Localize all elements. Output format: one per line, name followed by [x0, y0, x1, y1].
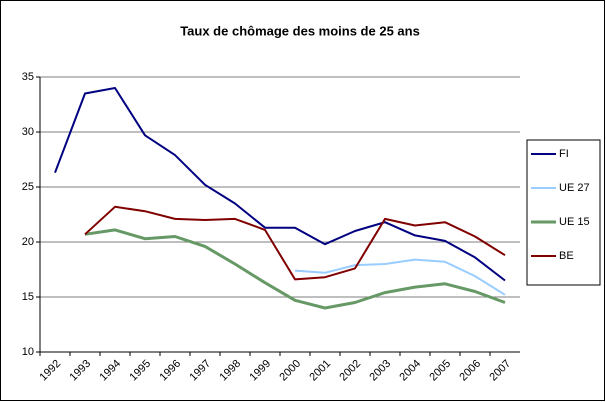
y-tick-label: 20	[22, 236, 34, 248]
series-line	[84, 205, 506, 281]
series-line	[84, 228, 506, 310]
chart-title: Taux de chômage des moins de 25 ans	[180, 23, 420, 38]
y-tick-label: 25	[22, 181, 34, 193]
legend-box	[526, 139, 601, 286]
y-tick-label: 10	[22, 346, 34, 358]
legend-label: UE 15	[559, 216, 590, 228]
y-tick-label: 35	[22, 71, 34, 83]
series-line	[294, 258, 506, 296]
y-tick-label: 15	[22, 291, 34, 303]
legend-label: FI	[559, 148, 569, 160]
series-line	[54, 87, 506, 282]
legend-label: UE 27	[559, 182, 590, 194]
legend-label: BE	[559, 250, 574, 262]
y-tick-label: 30	[22, 126, 34, 138]
